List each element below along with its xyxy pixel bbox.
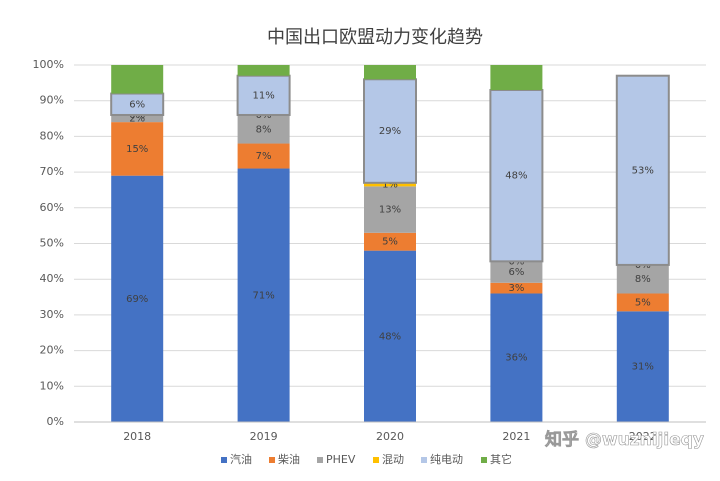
data-label: 15% bbox=[126, 144, 148, 155]
legend-label: 纯电动 bbox=[430, 453, 463, 466]
data-label: 6% bbox=[129, 99, 145, 110]
legend-marker bbox=[373, 457, 379, 463]
bar-segment bbox=[364, 250, 416, 422]
data-label: 71% bbox=[252, 290, 274, 301]
y-tick-label: 30% bbox=[40, 308, 64, 321]
data-label: 69% bbox=[126, 294, 148, 305]
y-tick-label: 20% bbox=[40, 344, 64, 357]
x-tick-label: 2018 bbox=[123, 430, 151, 443]
legend-label: 混动 bbox=[382, 453, 404, 466]
data-label: 29% bbox=[379, 126, 401, 137]
bar-segment bbox=[364, 182, 416, 187]
bar-segment bbox=[111, 175, 164, 422]
y-tick-label: 60% bbox=[40, 201, 64, 214]
watermark: 知乎 @wuznijieqy bbox=[544, 429, 704, 450]
data-label: 36% bbox=[505, 353, 527, 364]
bar-segment bbox=[616, 264, 669, 294]
y-tick-label: 70% bbox=[40, 165, 64, 178]
data-label: 1% bbox=[382, 180, 398, 191]
data-label: 53% bbox=[632, 165, 654, 176]
data-label: 13% bbox=[379, 205, 401, 216]
bar-segment bbox=[237, 114, 290, 144]
bar-segment bbox=[364, 65, 416, 80]
x-tick-label: 2020 bbox=[376, 430, 404, 443]
data-label: 8% bbox=[635, 274, 651, 285]
y-tick-label: 90% bbox=[40, 94, 64, 107]
bar-segment bbox=[616, 293, 669, 312]
bar-segment bbox=[111, 114, 164, 123]
bar-segment bbox=[490, 282, 543, 294]
data-label: 5% bbox=[382, 237, 398, 248]
bar-segment bbox=[237, 168, 290, 422]
y-tick-label: 40% bbox=[40, 272, 64, 285]
legend-label: 柴油 bbox=[278, 452, 300, 466]
data-label: 2% bbox=[129, 114, 145, 125]
legend-marker bbox=[481, 457, 487, 463]
legend-label: 其它 bbox=[490, 452, 512, 466]
bar-segment bbox=[490, 293, 543, 422]
x-tick-label: 2022 bbox=[629, 430, 657, 443]
y-tick-label: 10% bbox=[40, 379, 64, 392]
bar-segment bbox=[111, 122, 164, 176]
bar-segment bbox=[490, 261, 543, 283]
bar-segment bbox=[364, 232, 416, 251]
y-tick-label: 100% bbox=[33, 58, 64, 71]
legend-marker bbox=[221, 457, 227, 463]
legend-label: PHEV bbox=[326, 453, 356, 466]
data-label: 31% bbox=[632, 362, 654, 373]
x-tick-label: 2019 bbox=[250, 430, 278, 443]
data-label: 48% bbox=[505, 171, 527, 182]
legend-marker bbox=[421, 457, 427, 463]
x-tick-label: 2021 bbox=[502, 430, 530, 443]
legend-label: 汽油 bbox=[230, 452, 252, 466]
bar-segment bbox=[490, 65, 543, 90]
bar-segment bbox=[364, 186, 416, 233]
legend-marker bbox=[269, 457, 275, 463]
data-label: 48% bbox=[379, 331, 401, 342]
data-label: 7% bbox=[256, 151, 272, 162]
bar-segment bbox=[237, 65, 290, 76]
data-label: 5% bbox=[635, 297, 651, 308]
bar-segment bbox=[111, 65, 164, 94]
bar-segment bbox=[237, 143, 290, 169]
y-tick-label: 0% bbox=[47, 415, 64, 428]
y-tick-label: 50% bbox=[40, 237, 64, 250]
data-label: 3% bbox=[508, 283, 524, 294]
data-label: 6% bbox=[508, 267, 524, 278]
data-label: 11% bbox=[252, 90, 274, 101]
chart-title: 中国出口欧盟动力变化趋势 bbox=[267, 27, 483, 48]
bar-segment bbox=[489, 88, 544, 263]
data-label: 8% bbox=[256, 124, 272, 135]
y-tick-label: 80% bbox=[40, 129, 64, 142]
legend-marker bbox=[317, 457, 323, 463]
bar-segment bbox=[236, 74, 291, 116]
bar-segment bbox=[616, 311, 669, 422]
bar-segment bbox=[615, 74, 670, 266]
